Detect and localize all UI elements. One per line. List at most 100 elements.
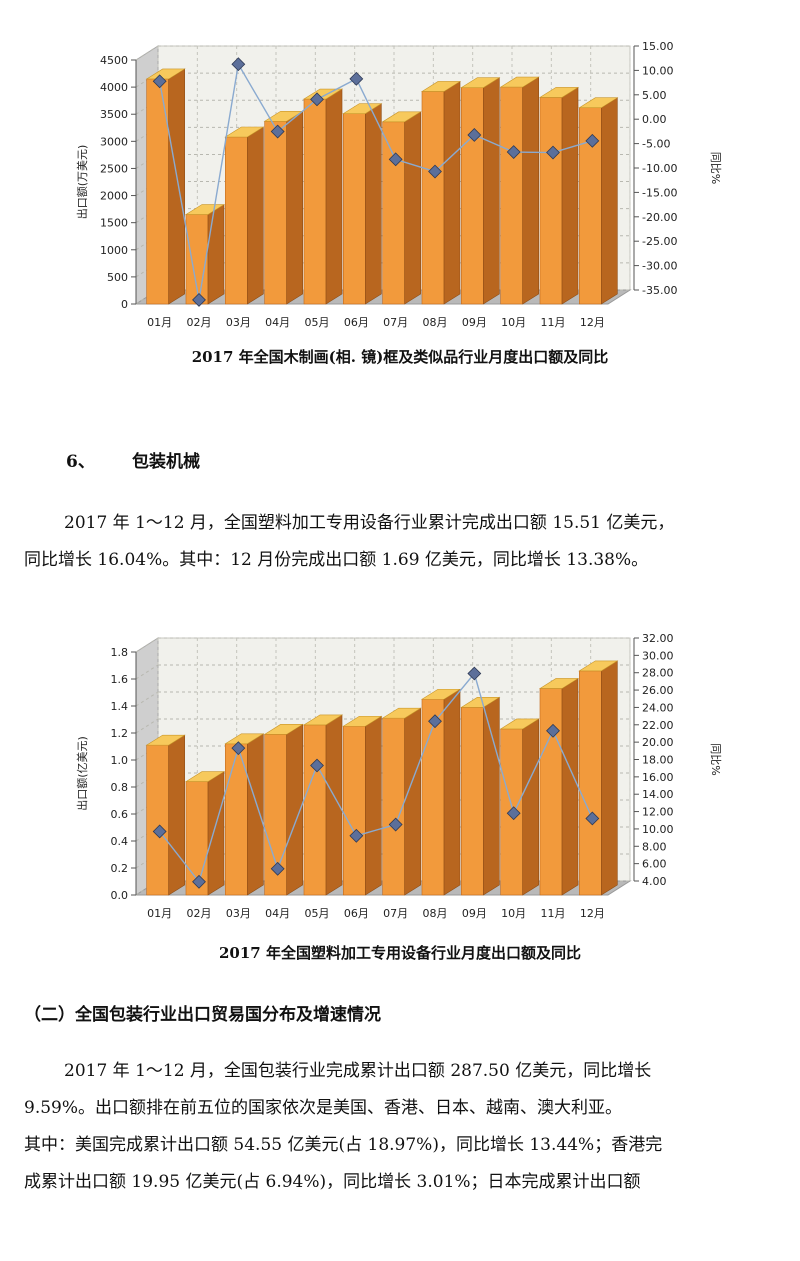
y-right-tick-label: -10.00: [642, 162, 677, 175]
y-right-tick-label: 30.00: [642, 649, 674, 662]
bar: [224, 126, 265, 305]
x-tick-label: 04月: [265, 907, 290, 920]
yoy-marker: [270, 861, 285, 876]
yoy-marker: [428, 714, 442, 729]
y-tick-label: 1000: [100, 244, 128, 257]
y-tick-label: 500: [107, 271, 128, 284]
y-right-tick-label: 6.00: [642, 858, 667, 871]
bar-front: [579, 670, 602, 896]
bar: [578, 97, 619, 305]
bar: [184, 771, 226, 896]
bar: [499, 76, 540, 305]
y-right-axis-title: 同比%: [709, 152, 722, 184]
bar-front: [539, 688, 563, 896]
bar-front: [264, 120, 287, 305]
chart2-caption: 2017 年全国塑料加工专用设备行业月度出口额及同比: [219, 944, 581, 962]
wood-frame-export-chart: 0 500 1000 1500 2000 2500 3000 3500 4000 4500 15.0…: [75, 40, 722, 329]
bar: [145, 68, 186, 305]
bar: [381, 707, 422, 896]
y-right-tick-label: 22.00: [642, 719, 674, 732]
x-tick-label: 06月: [344, 907, 369, 920]
section6-title: 包装机械: [132, 452, 200, 472]
yoy-marker: [546, 723, 560, 738]
bar-front: [382, 717, 405, 896]
bar-top: [342, 715, 383, 727]
y-right-tick-label: -5.00: [642, 138, 670, 151]
bar: [381, 111, 422, 305]
bar-top: [420, 688, 462, 700]
x-tick-label: 05月: [305, 907, 330, 920]
y-tick-label: 1.6: [111, 673, 129, 686]
bar-side: [483, 696, 500, 896]
section6-number: 6、: [66, 452, 95, 472]
y-right-tick-label: -15.00: [642, 186, 677, 199]
y-tick-label: 3500: [100, 108, 128, 121]
bar-side: [522, 718, 539, 896]
y-right-tick-label: 18.00: [642, 754, 674, 767]
yoy-marker: [428, 164, 442, 179]
section6-para-line1: 2017 年 1～12 月，全国塑料加工专用设备行业累计完成出口额 15.51 …: [64, 513, 675, 533]
y-right-tick-label: 15.00: [642, 40, 674, 53]
section-b-paragraph: 2017 年 1～12 月，全国包装行业完成累计出口额 287.50 亿美元，同…: [24, 1053, 784, 1201]
bar-side: [404, 707, 421, 896]
y-right-tick-label: 32.00: [642, 632, 674, 645]
bar-front: [461, 87, 484, 305]
x-tick-label: 12月: [580, 907, 605, 920]
bar-front: [421, 698, 445, 896]
y-tick-label: 0.2: [111, 862, 129, 875]
x-tick-label: 08月: [423, 316, 448, 329]
bar-top: [420, 81, 462, 92]
bar-side: [601, 97, 618, 305]
yoy-marker: [192, 292, 206, 307]
bar-top: [302, 714, 344, 726]
bar-top: [499, 718, 540, 730]
bar-top: [578, 660, 619, 672]
bar-front: [303, 98, 327, 305]
gridline-side: [135, 45, 159, 61]
bar-front: [146, 744, 169, 896]
gridline-side: [135, 637, 159, 653]
y-right-tick-label: 12.00: [642, 806, 674, 819]
bar-side: [483, 77, 500, 305]
bar-top: [263, 724, 304, 735]
bar-side: [365, 103, 382, 305]
x-tick-label: 11月: [541, 316, 566, 329]
yoy-marker: [349, 828, 364, 843]
bar-side: [168, 734, 185, 896]
yoy-marker: [349, 71, 364, 86]
yoy-line: [159, 672, 593, 884]
bar-front: [500, 86, 523, 305]
y-tick-label: 0: [121, 298, 128, 311]
yoy-marker: [388, 817, 403, 832]
bar-side: [404, 111, 421, 305]
yoy-marker: [467, 128, 482, 142]
section-b-line4: 成累计出口额 19.95 亿美元(占 6.94%)，同比增长 3.01%；日本完…: [24, 1172, 641, 1192]
section-b-heading: （二）全国包装行业出口贸易国分布及增速情况: [24, 1005, 381, 1025]
y-right-tick-label: 0.00: [642, 113, 667, 126]
yoy-marker: [152, 74, 167, 89]
y-right-tick-label: 28.00: [642, 667, 674, 680]
section6-paragraph: 2017 年 1～12 月，全国塑料加工专用设备行业累计完成出口额 15.51 …: [24, 505, 784, 579]
y-tick-label: 1.4: [111, 700, 129, 713]
bar-top: [538, 87, 580, 98]
y-tick-label: 4500: [100, 54, 128, 67]
bar-side: [286, 110, 303, 305]
x-tick-label: 03月: [226, 907, 251, 920]
y-right-tick-label: -30.00: [642, 260, 677, 273]
bar-top: [145, 734, 186, 746]
yoy-marker: [310, 92, 324, 107]
y-tick-label: 2000: [100, 190, 128, 203]
y-tick-label: 1500: [100, 217, 128, 230]
y-right-tick-label: 14.00: [642, 788, 674, 801]
bar-side: [561, 677, 579, 896]
y-right-tick-label: 16.00: [642, 771, 674, 784]
bar-side: [207, 771, 225, 896]
y-tick-label: 0.4: [111, 835, 129, 848]
bar: [538, 677, 580, 896]
x-tick-label: 01月: [147, 316, 172, 329]
gridline-side: [135, 718, 159, 734]
y-right-axis-title: 同比%: [709, 743, 722, 775]
x-tick-label: 12月: [580, 316, 605, 329]
x-tick-label: 11月: [541, 907, 566, 920]
x-tick-label: 06月: [344, 316, 369, 329]
